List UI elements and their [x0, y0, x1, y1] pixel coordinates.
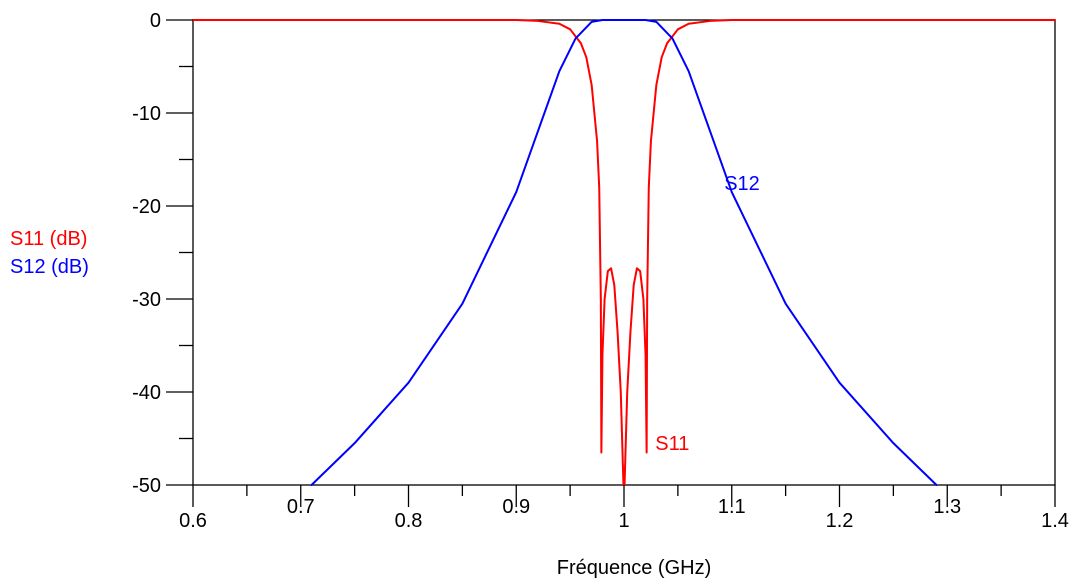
series-layer: [192, 19, 1056, 486]
y-tick-label: -20: [132, 196, 161, 218]
x-tick-label: 0.9: [502, 496, 530, 518]
x-tick-label: 1.1: [718, 496, 746, 518]
labels-layer: 0 -10 -20 -30 -40 -50 0.6 0.7 0.8 0.9 1 1.1 1.2 1.3 1.…: [10, 10, 1069, 579]
x-axis-title: Fréquence (GHz): [557, 557, 712, 579]
x-tick-label: 0.6: [179, 510, 207, 532]
series-line-s12: [310, 19, 938, 486]
plot-frame: [192, 19, 1056, 486]
x-tick-label: 0.7: [287, 496, 315, 518]
x-tick-label: 1.3: [933, 496, 961, 518]
x-tick-label: 0.8: [395, 510, 423, 532]
x-tick-label: 1.4: [1041, 510, 1069, 532]
y-tick-label: 0: [150, 10, 161, 32]
x-tick-label: 1.2: [826, 510, 854, 532]
ticks-layer: [166, 19, 1056, 507]
y-tick-label: -30: [132, 289, 161, 311]
y-tick-label: -40: [132, 382, 161, 404]
series-line-s11: [192, 19, 1056, 486]
y-tick-label: -10: [132, 103, 161, 125]
y-axis-title-2: S12 (dB): [10, 256, 89, 278]
x-tick-label: 1: [618, 510, 629, 532]
annotation-s12: S12: [724, 173, 760, 195]
y-axis-title-1: S11 (dB): [10, 228, 87, 250]
annotation-s11: S11: [655, 433, 689, 455]
plot-border: [192, 19, 1056, 486]
y-tick-label: -50: [132, 475, 161, 497]
